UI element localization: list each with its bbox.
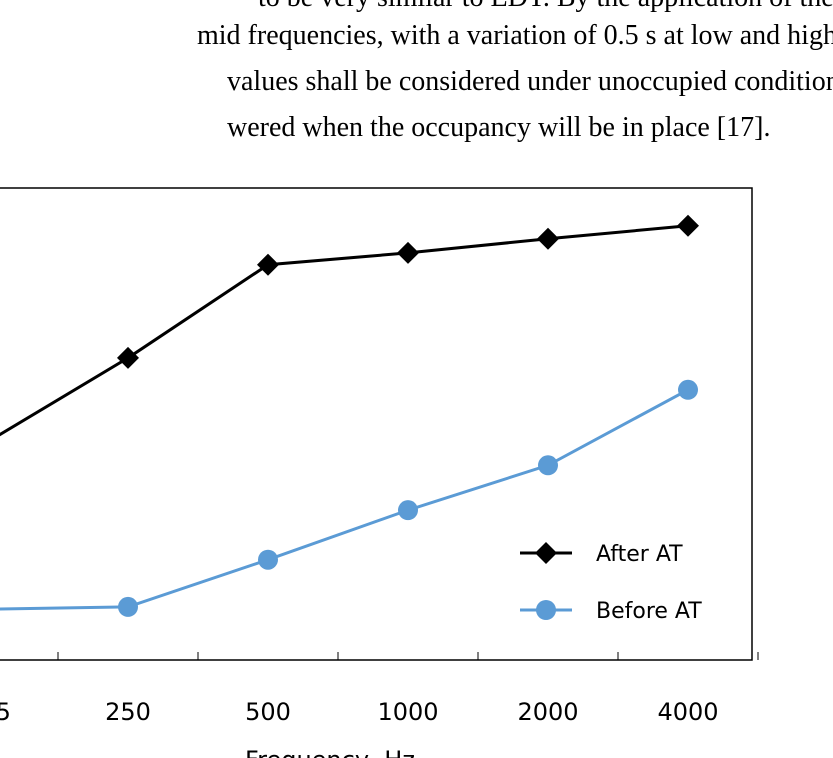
text-line: mid frequencies, with a variation of 0.5… — [197, 20, 833, 51]
x-tick-label: 500 — [245, 698, 291, 726]
text-line: values shall be considered under unoccup… — [227, 66, 833, 97]
plot-frame — [0, 187, 753, 661]
text-line: to be very similar to EDT. By the applic… — [258, 0, 833, 14]
marker — [677, 214, 699, 237]
legend-marker — [535, 542, 557, 564]
x-tick-label: 4000 — [657, 698, 718, 726]
marker — [257, 253, 279, 276]
legend-label: After AT — [596, 542, 683, 567]
series-line — [0, 224, 689, 437]
x-tick-label: 2000 — [517, 698, 578, 726]
marker — [118, 596, 138, 617]
marker — [537, 227, 559, 250]
x-tick-label: 250 — [105, 698, 151, 726]
marker — [397, 241, 419, 264]
legend-label: Before AT — [596, 599, 702, 624]
marker — [258, 549, 278, 570]
x-tick-label: 125 — [0, 698, 11, 726]
x-tick-label: 1000 — [377, 698, 438, 726]
x-axis-title: Frequency, Hz — [245, 746, 415, 758]
marker — [398, 500, 418, 521]
series-line — [0, 388, 689, 611]
marker — [678, 379, 698, 400]
legend-marker — [536, 600, 556, 620]
text-line: wered when the occupancy will be in plac… — [227, 112, 771, 143]
marker — [117, 346, 139, 369]
marker — [538, 455, 558, 476]
